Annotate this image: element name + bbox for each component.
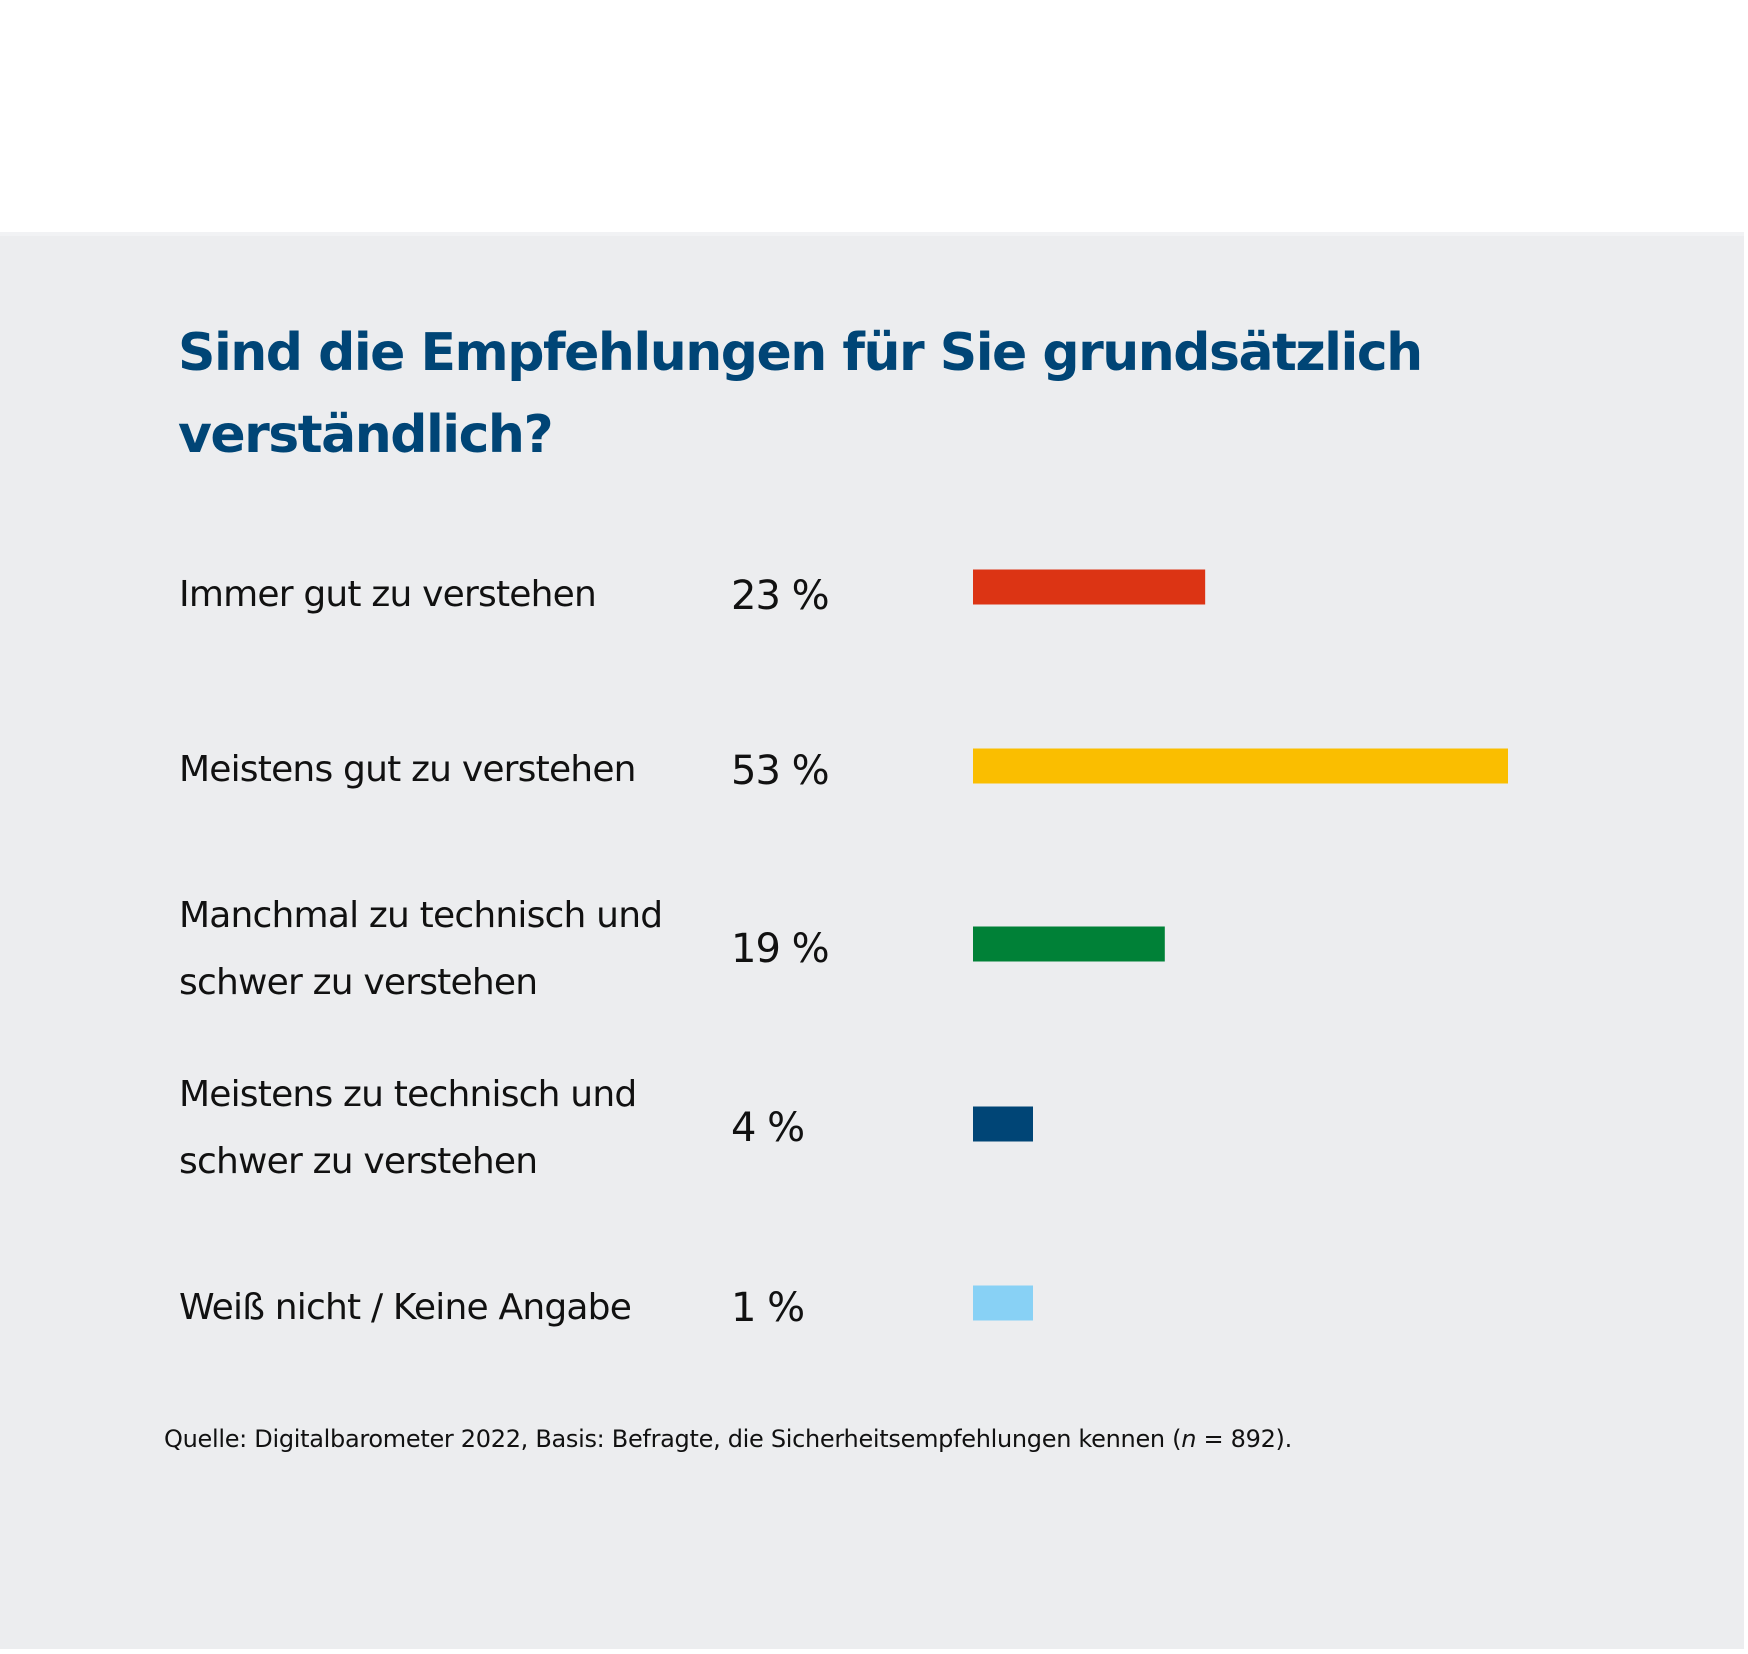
source-note: Quelle: Digitalbarometer 2022, Basis: Be… [164, 1419, 1292, 1459]
category-label: Manchmal zu technisch und schwer zu vers… [179, 882, 699, 1016]
chart-title-line-1: Sind die Empfehlungen für Sie grundsätzl… [178, 323, 1423, 383]
value-label: 4 % [731, 1105, 805, 1151]
category-label-line: Meistens gut zu verstehen [179, 749, 636, 790]
category-label-line: Manchmal zu technisch und [179, 895, 663, 936]
category-label: Weiß nicht / Keine Angabe [179, 1274, 699, 1341]
source-text: Quelle: Digitalbarometer 2022, Basis: Be… [164, 1425, 1182, 1453]
source-n-symbol: n [1181, 1425, 1197, 1453]
source-n-value: = 892 [1196, 1425, 1276, 1453]
category-label: Meistens zu technisch und schwer zu vers… [179, 1061, 699, 1195]
source-suffix: ). [1275, 1425, 1293, 1453]
value-label: 23 % [731, 573, 830, 619]
value-label: 19 % [731, 926, 830, 972]
value-label: 1 % [731, 1285, 805, 1331]
category-label-line: schwer zu verstehen [179, 962, 538, 1003]
chart-panel [0, 232, 1744, 1649]
category-label: Immer gut zu verstehen [179, 561, 699, 628]
category-label-line: schwer zu verstehen [179, 1141, 538, 1182]
category-label: Meistens gut zu verstehen [179, 736, 699, 803]
value-label: 53 % [731, 748, 830, 794]
category-label-line: Meistens zu technisch und [179, 1074, 637, 1115]
category-label-line: Immer gut zu verstehen [179, 574, 597, 615]
category-label-line: Weiß nicht / Keine Angabe [179, 1287, 632, 1328]
chart-title-line-2: verständlich? [178, 405, 554, 465]
chart-title: Sind die Empfehlungen für Sie grundsätzl… [178, 312, 1478, 476]
